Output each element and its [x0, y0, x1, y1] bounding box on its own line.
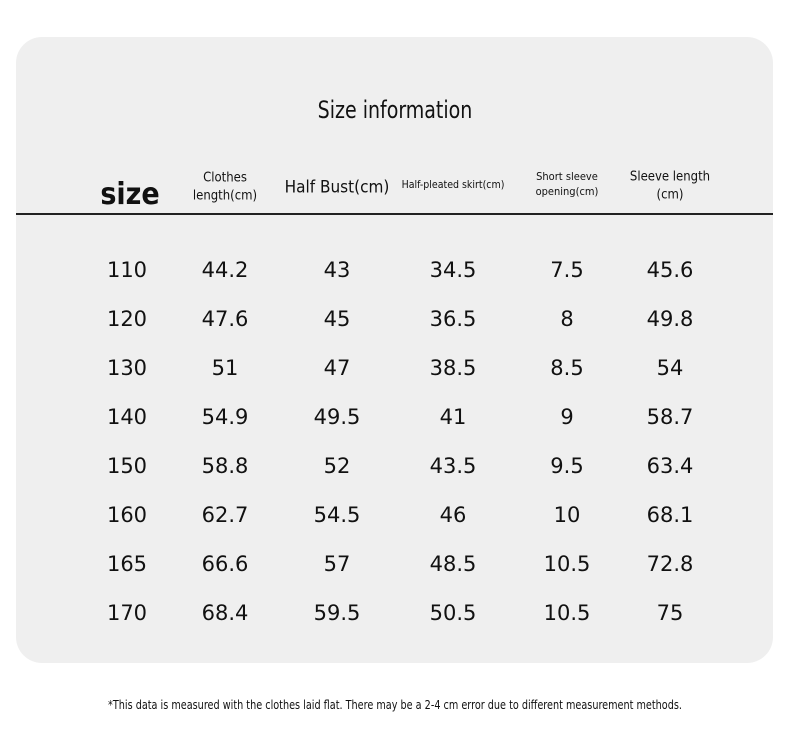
value-cell: 66.6 [201, 552, 249, 576]
value-cell: 54.9 [201, 405, 249, 429]
title: Size information [317, 96, 473, 124]
value-cell: 10 [553, 503, 581, 527]
value-cell: 41 [439, 405, 467, 429]
value-cell: 62.7 [201, 503, 249, 527]
card [16, 37, 773, 663]
value-cell: 10.5 [543, 552, 591, 576]
header-rule [16, 213, 773, 215]
value-cell: 47.6 [201, 307, 249, 331]
value-cell: 59.5 [313, 601, 361, 625]
value-cell: 49.8 [646, 307, 694, 331]
value-cell: 38.5 [429, 356, 477, 380]
value-cell: 9.5 [550, 454, 584, 478]
size-cell: 160 [106, 503, 148, 527]
size-cell: 120 [106, 307, 148, 331]
value-cell: 58.7 [646, 405, 694, 429]
size-cell: 140 [106, 405, 148, 429]
footnote: *This data is measured with the clothes … [108, 697, 682, 712]
size-cell: 150 [106, 454, 148, 478]
column-header: Short sleeve opening(cm) [535, 170, 599, 198]
value-cell: 47 [323, 356, 351, 380]
value-cell: 50.5 [429, 601, 477, 625]
value-cell: 45 [323, 307, 351, 331]
value-cell: 34.5 [429, 258, 477, 282]
value-cell: 57 [323, 552, 351, 576]
value-cell: 75 [656, 601, 684, 625]
size-cell: 165 [106, 552, 148, 576]
value-cell: 54 [656, 356, 684, 380]
value-cell: 68.4 [201, 601, 249, 625]
value-cell: 7.5 [550, 258, 584, 282]
value-cell: 8.5 [550, 356, 584, 380]
value-cell: 48.5 [429, 552, 477, 576]
column-header: size [100, 176, 160, 212]
value-cell: 9 [560, 405, 574, 429]
value-cell: 54.5 [313, 503, 361, 527]
value-cell: 51 [211, 356, 239, 380]
value-cell: 43.5 [429, 454, 477, 478]
size-cell: 130 [106, 356, 148, 380]
value-cell: 52 [323, 454, 351, 478]
value-cell: 45.6 [646, 258, 694, 282]
value-cell: 10.5 [543, 601, 591, 625]
value-cell: 68.1 [646, 503, 694, 527]
size-cell: 170 [106, 601, 148, 625]
value-cell: 46 [439, 503, 467, 527]
size-cell: 110 [106, 258, 148, 282]
column-header: Half Bust(cm) [284, 177, 390, 198]
value-cell: 72.8 [646, 552, 694, 576]
value-cell: 36.5 [429, 307, 477, 331]
value-cell: 44.2 [201, 258, 249, 282]
value-cell: 58.8 [201, 454, 249, 478]
value-cell: 49.5 [313, 405, 361, 429]
column-header: Clothes length(cm) [192, 170, 258, 203]
value-cell: 63.4 [646, 454, 694, 478]
value-cell: 8 [560, 307, 574, 331]
value-cell: 43 [323, 258, 351, 282]
column-header: Half-pleated skirt(cm) [401, 178, 505, 191]
column-header: Sleeve length (cm) [629, 169, 711, 202]
